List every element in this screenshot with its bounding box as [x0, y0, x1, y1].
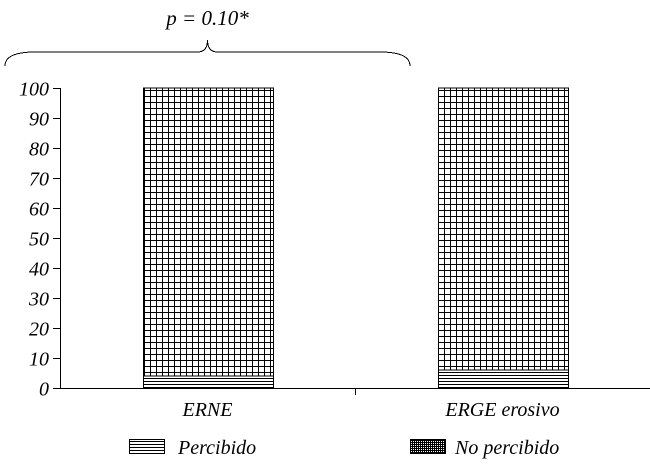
y-tick-label: 20 [29, 319, 49, 341]
legend-swatch [410, 439, 446, 454]
bar-segment [143, 87, 274, 377]
x-category-label: ERGE erosivo [444, 399, 559, 421]
legend: Percibido No percibido [129, 437, 559, 459]
x-axis: ERNE ERGE erosivo [60, 388, 650, 421]
y-tick-label: 10 [29, 349, 49, 371]
y-tick-label: 90 [29, 109, 49, 131]
y-tick-label: 30 [28, 289, 49, 311]
y-axis: 0 10 20 30 40 50 60 70 80 90 100 [19, 79, 61, 401]
legend-swatch [129, 439, 165, 454]
y-tick-label: 70 [29, 169, 49, 191]
annotation: p = 0.10* [4, 6, 411, 67]
y-tick-label: 40 [29, 259, 49, 281]
annotation-label: p = 0.10* [164, 6, 249, 30]
y-tick-label: 0 [39, 379, 49, 401]
legend-label: No percibido [454, 437, 559, 459]
bar-segment [143, 375, 274, 389]
bars [143, 87, 569, 389]
y-tick-label: 50 [29, 229, 49, 251]
legend-label: Percibido [177, 437, 256, 459]
annotation-bracket [4, 39, 411, 67]
y-tick-label: 80 [29, 139, 49, 161]
bar-segment [438, 369, 569, 389]
y-tick-label: 100 [19, 79, 49, 101]
bar-segment [438, 87, 569, 371]
y-tick-label: 60 [29, 199, 49, 221]
x-category-label: ERNE [182, 399, 233, 421]
